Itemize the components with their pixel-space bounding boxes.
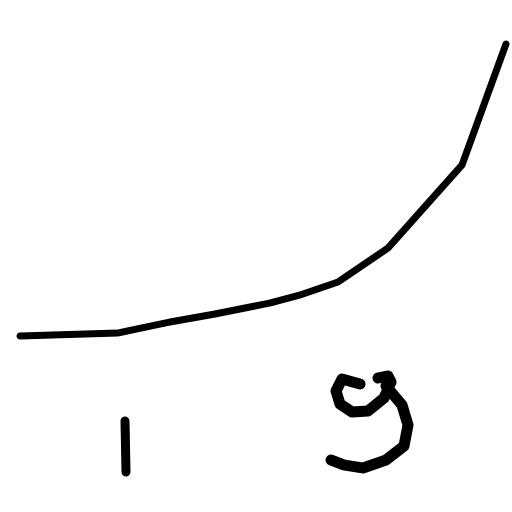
hand-drawn-9 (325, 370, 414, 474)
rising-curve (16, 40, 510, 340)
hand-drawn-1 (120, 416, 131, 477)
